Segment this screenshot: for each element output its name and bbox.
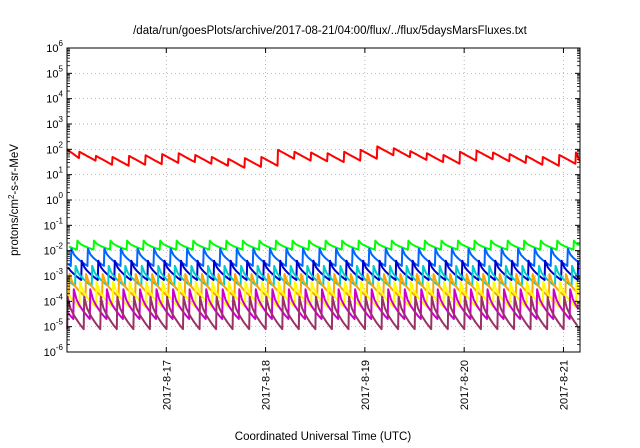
series-line bbox=[66, 295, 579, 331]
y-tick-label: 100 bbox=[46, 191, 63, 207]
chart-title: /data/run/goesPlots/archive/2017-08-21/0… bbox=[133, 25, 528, 37]
y-axis-ticks: 10-6 10-5 10-4 10-3 10-2 10-1 100 101 102 103 104 1… bbox=[44, 39, 580, 359]
y-tick-label: 104 bbox=[46, 90, 63, 106]
y-tick-label: 10-3 bbox=[44, 267, 64, 283]
x-tick-label: 2017-8-18 bbox=[261, 360, 273, 410]
series-line bbox=[68, 239, 580, 251]
y-tick-label: 10-1 bbox=[44, 216, 64, 232]
y-tick-label: 105 bbox=[46, 64, 63, 80]
series-line bbox=[67, 288, 580, 320]
x-axis-label: Coordinated Universal Time (UTC) bbox=[235, 431, 412, 443]
data-series bbox=[66, 145, 581, 331]
x-tick-label: 2017-8-19 bbox=[360, 360, 372, 410]
y-tick-label: 10-5 bbox=[44, 318, 64, 334]
y-tick-label: 102 bbox=[46, 140, 63, 156]
y-tick-label: 103 bbox=[46, 115, 63, 131]
series-line bbox=[67, 280, 580, 308]
x-tick-label: 2017-8-21 bbox=[558, 360, 570, 410]
series-line bbox=[67, 247, 580, 267]
y-tick-label: 106 bbox=[46, 39, 63, 55]
x-axis-ticks: 2017-8-17 2017-8-18 2017-8-19 2017-8-20 2017… bbox=[161, 48, 570, 410]
series-line bbox=[66, 145, 581, 169]
x-tick-label: 2017-8-20 bbox=[459, 360, 471, 410]
y-axis-label: protons/cm2-s-sr-MeV bbox=[7, 144, 22, 256]
x-tick-label: 2017-8-17 bbox=[161, 360, 173, 410]
y-tick-label: 10-2 bbox=[44, 242, 64, 258]
y-tick-label: 10-4 bbox=[44, 292, 64, 308]
y-tick-label: 10-6 bbox=[44, 343, 64, 359]
y-tick-label: 101 bbox=[46, 166, 63, 182]
